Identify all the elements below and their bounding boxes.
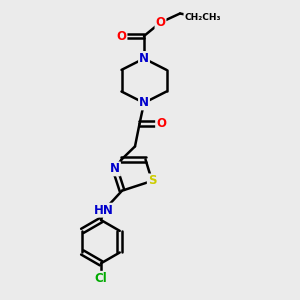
Text: O: O <box>116 29 127 43</box>
Text: Cl: Cl <box>95 272 107 285</box>
Text: O: O <box>155 16 166 29</box>
Text: O: O <box>156 117 166 130</box>
Text: N: N <box>139 52 149 65</box>
Text: CH₂CH₃: CH₂CH₃ <box>184 14 221 22</box>
Text: N: N <box>139 96 149 110</box>
Text: HN: HN <box>94 204 114 217</box>
Text: S: S <box>148 174 156 188</box>
Text: N: N <box>110 162 120 176</box>
